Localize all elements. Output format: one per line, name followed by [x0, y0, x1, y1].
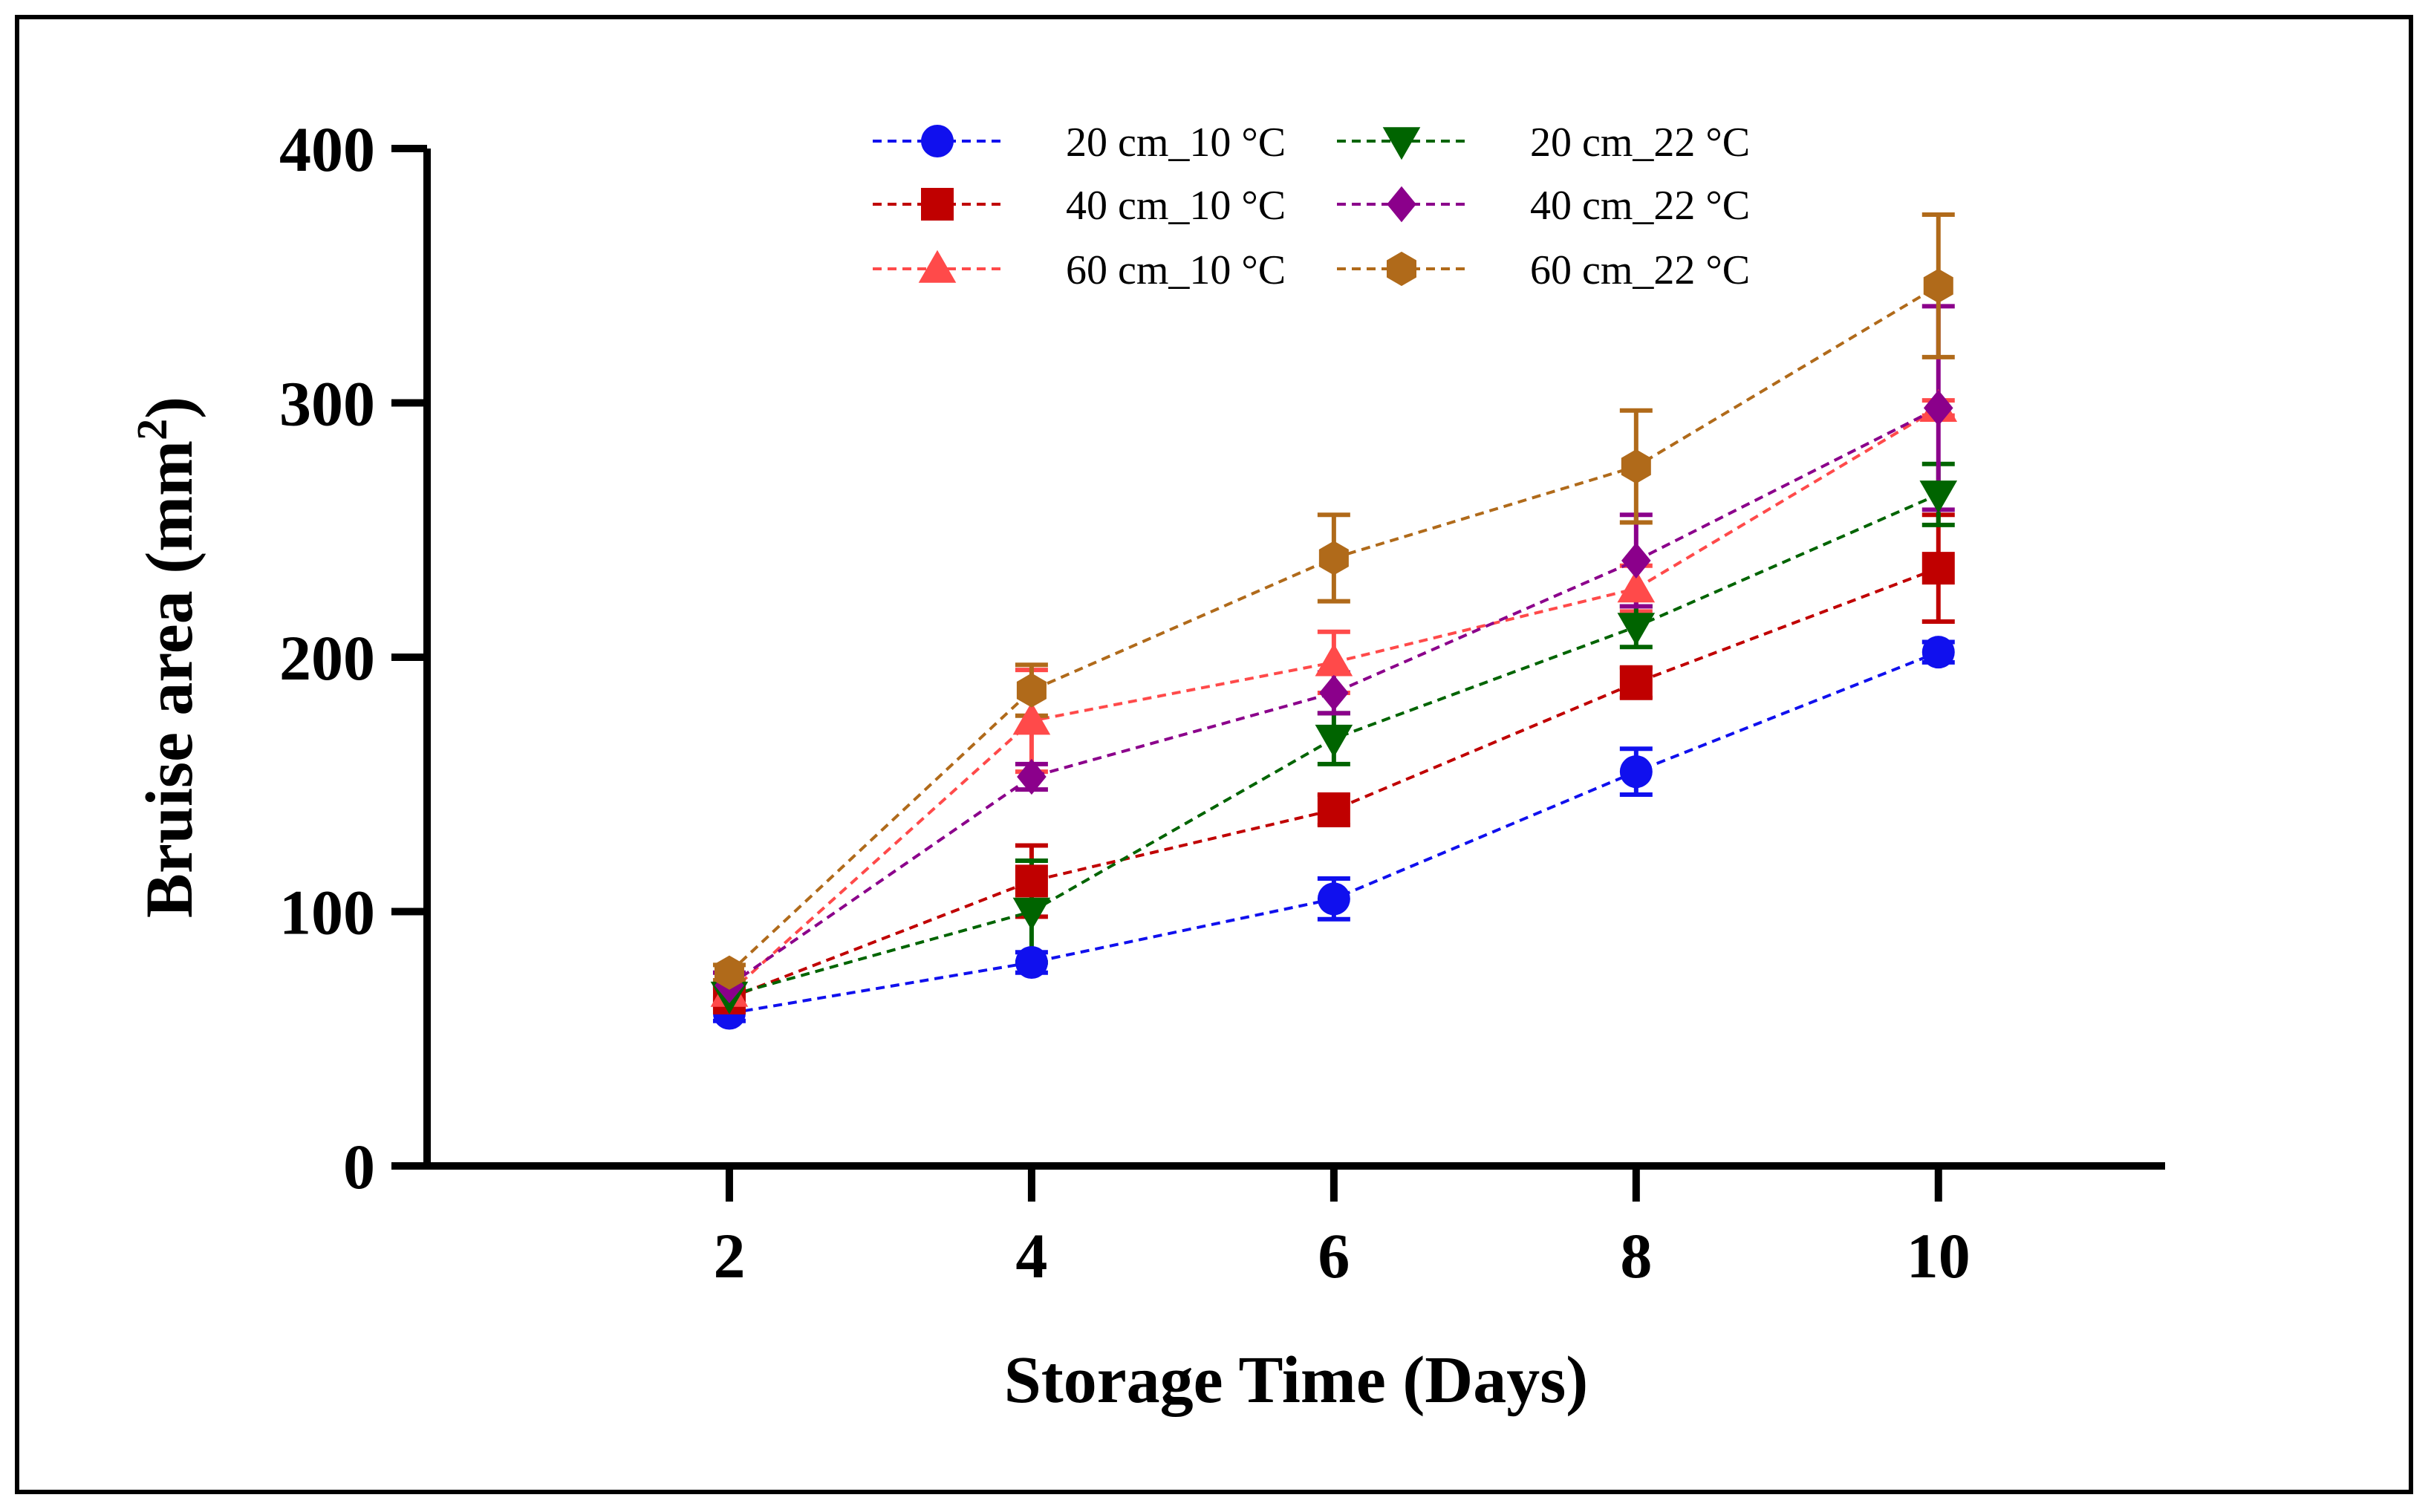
legend-swatch-marker: [1386, 251, 1417, 287]
plot-series: [710, 212, 1958, 1030]
legend-swatch-marker: [921, 125, 954, 157]
series-group: [712, 212, 1955, 983]
legend-label: 60 cm_22 °C: [1530, 247, 1750, 293]
data-point: [1619, 666, 1653, 700]
axes: 0 100 200 300 400 2 4 6 8 10: [279, 114, 2165, 1291]
data-point: [1318, 541, 1349, 576]
data-point: [1015, 946, 1048, 979]
legend-label: 60 cm_10 °C: [1066, 247, 1286, 293]
data-point: [1617, 570, 1656, 603]
data-point: [1317, 882, 1350, 916]
data-point: [1923, 268, 1953, 304]
data-point: [1921, 552, 1955, 585]
data-point: [1315, 724, 1353, 757]
legend-label: 20 cm_10 °C: [1066, 120, 1286, 166]
data-point: [1016, 673, 1047, 708]
data-point: [1317, 793, 1350, 827]
legend-label: 40 cm_22 °C: [1530, 183, 1750, 229]
legend-swatch-marker: [921, 188, 954, 221]
x-tick-label: 6: [1318, 1220, 1350, 1291]
legend: 20 cm_10 °C 40 cm_10 °C 60 cm_10 °C 20 cm_2…: [873, 120, 1750, 293]
legend-item: 60 cm_22 °C: [1337, 247, 1750, 293]
x-tick-label: 2: [713, 1220, 745, 1291]
x-tick-label: 8: [1620, 1220, 1652, 1291]
y-tick-label: 400: [279, 114, 375, 185]
y-axis-title-main: Bruise area (mm: [133, 440, 206, 918]
series-markers: [712, 552, 1955, 1014]
y-axis-title-superscript: 2: [128, 419, 176, 440]
chart-frame: [15, 15, 2413, 1494]
y-tick-label: 200: [279, 622, 375, 694]
data-point: [1617, 613, 1656, 646]
legend-item: 20 cm_22 °C: [1337, 120, 1750, 166]
y-ticks: 0 100 200 300 400: [279, 114, 427, 1202]
series-markers: [712, 636, 1955, 1030]
data-point: [1619, 755, 1653, 789]
data-point: [1012, 897, 1051, 931]
data-point: [1015, 864, 1048, 898]
legend-label: 20 cm_22 °C: [1530, 120, 1750, 166]
series-line: [728, 284, 1939, 974]
legend-item: 40 cm_22 °C: [1337, 183, 1750, 229]
data-point: [1315, 643, 1353, 677]
x-tick-label: 10: [1907, 1220, 1970, 1291]
data-point: [714, 955, 744, 990]
y-tick-label: 100: [279, 877, 375, 948]
data-point: [1923, 390, 1953, 426]
y-tick-label: 0: [343, 1131, 375, 1202]
data-point: [1921, 636, 1955, 669]
series-line: [729, 567, 1939, 1000]
y-tick-label: 300: [279, 368, 375, 440]
legend-item: 60 cm_10 °C: [873, 247, 1286, 293]
series-line: [728, 406, 1939, 987]
y-axis-title: Bruise area (mm2): [128, 397, 206, 918]
legend-label: 40 cm_10 °C: [1066, 183, 1286, 229]
legend-swatch-marker: [1382, 127, 1421, 160]
series-markers: [714, 268, 1953, 990]
data-point: [1621, 542, 1651, 579]
legend-swatch-marker: [918, 250, 957, 283]
x-tick-label: 4: [1015, 1220, 1047, 1291]
legend-item: 40 cm_10 °C: [873, 183, 1286, 229]
y-axis-title-suffix: ): [133, 397, 206, 419]
legend-item: 20 cm_10 °C: [873, 120, 1286, 166]
data-point: [1017, 758, 1047, 795]
legend-swatch-marker: [1387, 186, 1416, 223]
data-point: [1319, 674, 1349, 711]
data-point: [1621, 449, 1651, 484]
data-point: [1919, 480, 1958, 514]
x-axis-title: Storage Time (Days): [1004, 1343, 1589, 1417]
x-ticks: 2 4 6 8 10: [713, 1166, 1970, 1291]
data-point: [1012, 702, 1051, 735]
